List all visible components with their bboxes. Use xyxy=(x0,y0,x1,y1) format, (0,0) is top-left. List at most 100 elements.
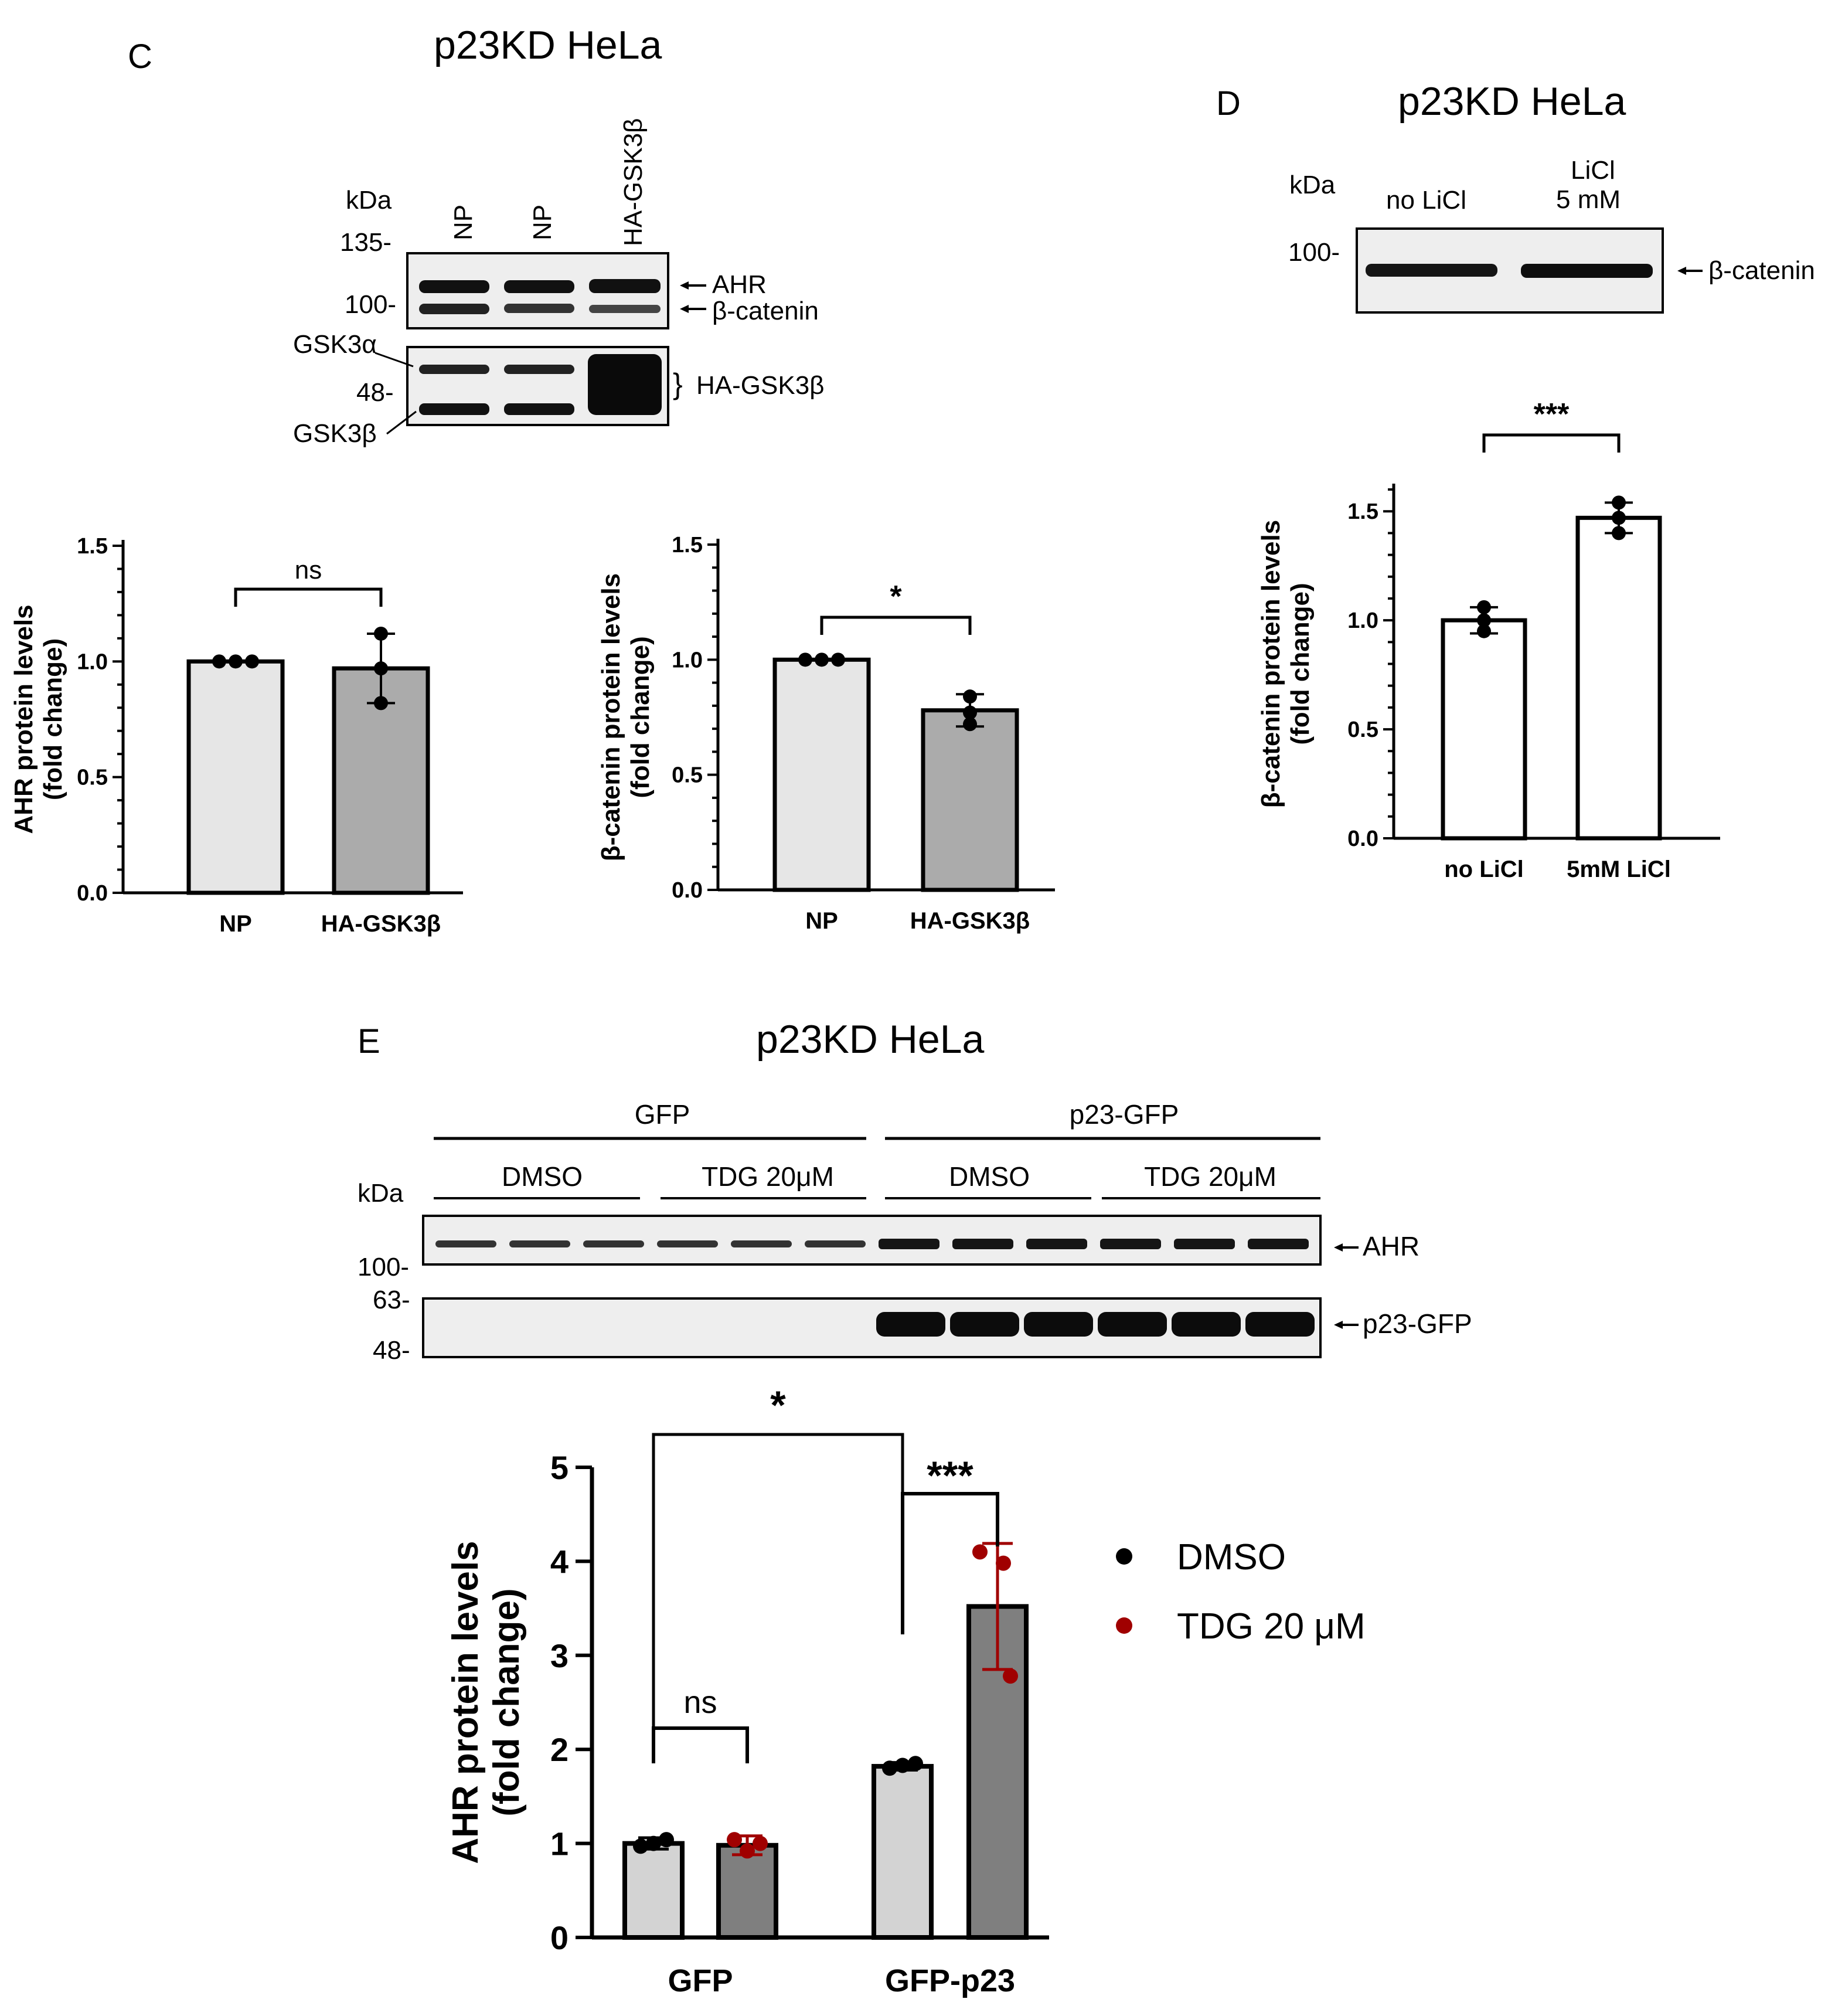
panel-e-marker-48: 48- xyxy=(373,1336,410,1365)
panel-e-title: p23KD HeLa xyxy=(756,1017,985,1062)
panel-c-lane-1-label: NP xyxy=(449,205,478,240)
panel-c-bcatenin-label: β-catenin xyxy=(712,297,819,325)
significance-label: * xyxy=(890,580,902,614)
x-tick-label: HA-GSK3β xyxy=(321,911,441,937)
chart-c-ahr: 0.0 0.5 1.0 1.5 AHR protein levels (fold chan… xyxy=(9,534,463,937)
band xyxy=(1098,1312,1167,1337)
bar xyxy=(1441,618,1527,841)
y-tick-label: 2 xyxy=(550,1731,569,1768)
data-point xyxy=(908,1756,923,1772)
panel-d-title: p23KD HeLa xyxy=(1398,79,1626,124)
significance-bracket xyxy=(820,616,972,635)
data-point xyxy=(1612,526,1626,540)
y-tick-label: 1 xyxy=(550,1825,569,1862)
band xyxy=(950,1312,1019,1337)
y-tick-label: 0.0 xyxy=(77,881,108,906)
x-tick-label: GFP-p23 xyxy=(885,1963,1015,1998)
panel-c-marker-135: 135- xyxy=(340,228,392,257)
bar xyxy=(872,1764,934,1940)
y-tick-label: 3 xyxy=(550,1637,569,1674)
panel-e-marker-100: 100- xyxy=(358,1253,409,1281)
data-point xyxy=(831,652,845,667)
chart-c-bcatenin: 0.0 0.5 1.0 1.5 β-catenin protein levels (fol… xyxy=(597,533,1055,934)
bar xyxy=(772,657,871,892)
panel-e-treatment-1: DMSO xyxy=(502,1161,583,1192)
band xyxy=(805,1240,866,1247)
bar xyxy=(921,708,1019,892)
brace-icon: } xyxy=(673,368,683,400)
bar xyxy=(186,659,285,895)
panel-d-lane-1-label: no LiCl xyxy=(1386,186,1466,215)
data-point xyxy=(740,1843,755,1859)
significance-label: *** xyxy=(927,1453,973,1498)
panel-c-title: p23KD HeLa xyxy=(434,23,662,67)
band xyxy=(1245,1312,1315,1337)
band xyxy=(879,1239,939,1249)
panel-c-ha-gsk3b-label: HA-GSK3β xyxy=(696,371,824,400)
band xyxy=(504,365,574,374)
data-point xyxy=(972,1544,988,1560)
data-point xyxy=(815,652,829,667)
y-tick-label: 0.5 xyxy=(77,766,108,790)
y-axis-label: AHR protein levels xyxy=(9,604,38,834)
chart-e-ahr: 0 1 2 3 4 5 AHR protein levels (fold change) GFP… xyxy=(445,1383,1366,1998)
data-point xyxy=(882,1760,897,1776)
chart-d-bcatenin: 0.0 0.5 1.0 1.5 β-catenin protein levels (fol… xyxy=(1257,397,1720,882)
panel-d-marker-100: 100- xyxy=(1288,238,1340,267)
panel-e-blot-p23gfp xyxy=(422,1297,1322,1358)
panel-c-letter: C xyxy=(128,38,152,76)
band xyxy=(1521,264,1653,278)
significance-bracket xyxy=(1482,433,1621,453)
x-tick-label: NP xyxy=(219,911,252,937)
data-point xyxy=(1477,600,1491,614)
band xyxy=(589,305,661,313)
band xyxy=(588,354,662,415)
panel-c-marker-100: 100- xyxy=(345,290,396,319)
arrow-icon xyxy=(680,305,706,313)
significance-label: *** xyxy=(1534,397,1570,431)
band xyxy=(419,403,489,415)
panel-e-kda-label: kDa xyxy=(358,1179,404,1208)
panel-c-kda-label: kDa xyxy=(346,186,392,215)
band xyxy=(1026,1239,1087,1249)
x-tick-label: NP xyxy=(805,908,838,934)
legend-label: TDG 20 μM xyxy=(1177,1606,1366,1647)
data-point xyxy=(1003,1668,1018,1684)
band xyxy=(1248,1239,1309,1249)
data-point xyxy=(798,652,812,667)
significance-bracket xyxy=(901,1492,999,1634)
y-tick-label: 1.5 xyxy=(672,533,703,557)
band xyxy=(509,1240,570,1247)
panel-c: C p23KD HeLa NP NP HA-GSK3β kDa 135- 100… xyxy=(9,23,1055,937)
data-point xyxy=(1477,613,1491,628)
panel-e-letter: E xyxy=(358,1022,380,1060)
panel-e-group-gfp: GFP xyxy=(635,1099,690,1130)
panel-e-group-p23gfp: p23-GFP xyxy=(1070,1099,1179,1130)
data-point xyxy=(245,654,259,669)
band xyxy=(952,1239,1013,1249)
bar xyxy=(622,1841,685,1940)
arrow-icon xyxy=(1677,267,1703,275)
y-tick-label: 0.5 xyxy=(1347,718,1378,742)
panel-e-p23gfp-bands xyxy=(876,1312,1315,1337)
panel-e-treatment-3: DMSO xyxy=(949,1161,1030,1192)
band xyxy=(1100,1239,1161,1249)
arrow-icon xyxy=(1334,1321,1359,1329)
panel-d-letter: D xyxy=(1216,84,1241,123)
panel-d: D p23KD HeLa kDa no LiCl LiCl 5 mM 100- … xyxy=(1216,79,1815,882)
y-tick-label: 4 xyxy=(550,1543,569,1580)
band xyxy=(419,280,489,293)
y-axis-label: β-catenin protein levels xyxy=(1257,520,1285,808)
y-axis-label-2: (fold change) xyxy=(486,1588,527,1816)
data-point xyxy=(1612,495,1626,510)
pointer-line xyxy=(386,410,417,435)
y-axis-label: β-catenin protein levels xyxy=(597,573,625,861)
y-tick-label: 5 xyxy=(550,1449,569,1486)
data-point xyxy=(895,1757,910,1773)
band xyxy=(583,1240,644,1247)
bar xyxy=(1575,515,1662,841)
band xyxy=(504,280,574,293)
y-axis-label-2: (fold change) xyxy=(626,636,655,798)
band xyxy=(657,1240,718,1247)
